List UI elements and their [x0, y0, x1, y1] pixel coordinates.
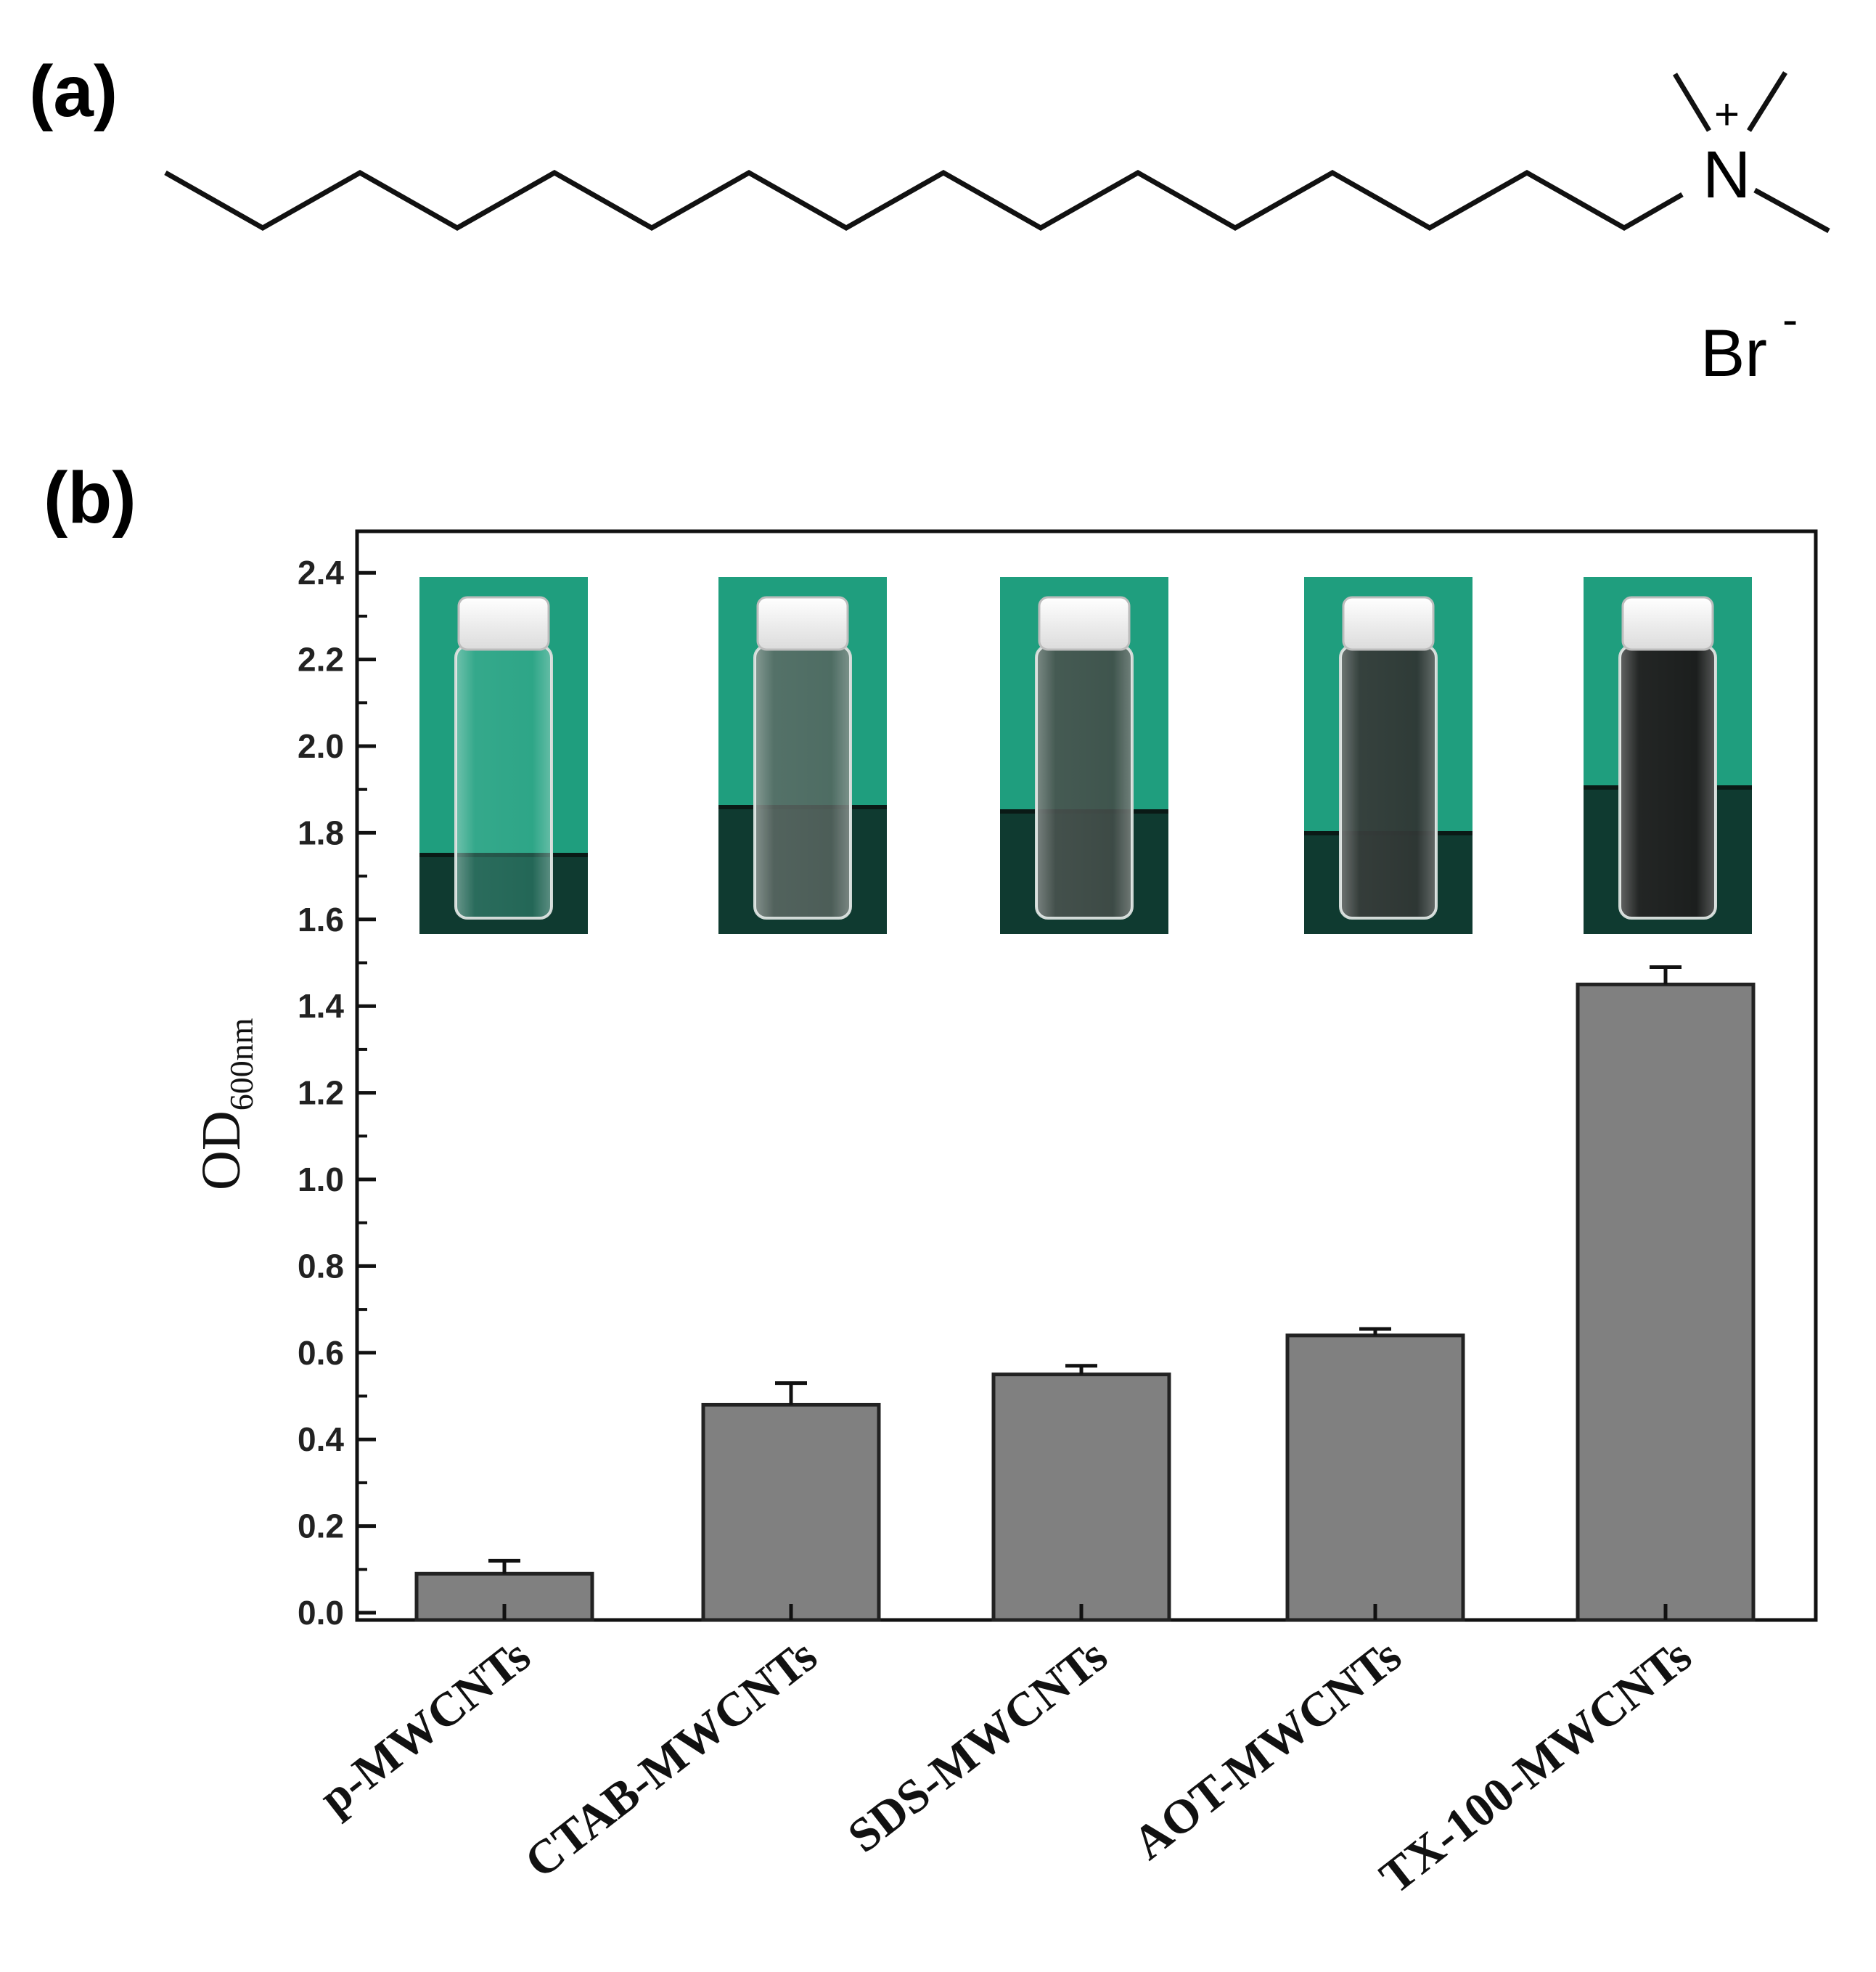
- y-axis-title-subscript: 600nm: [223, 1018, 260, 1110]
- y-tick-label: 0.4: [298, 1420, 344, 1458]
- vial-photo: [718, 577, 887, 934]
- bromide-charge: -: [1782, 293, 1798, 345]
- y-tick-label: 1.2: [298, 1074, 344, 1112]
- panel-b-label: (b): [44, 457, 136, 539]
- bars: [414, 965, 1756, 1622]
- y-tick-label: 2.2: [298, 641, 344, 679]
- y-tick-label: 1.4: [298, 987, 344, 1025]
- y-tick-label: 0.2: [298, 1507, 344, 1545]
- y-tick-label: 0.0: [298, 1594, 344, 1632]
- bar: [701, 1402, 881, 1622]
- ctab-structure: N + Br -: [164, 71, 1830, 390]
- alkyl-chain: [164, 169, 1684, 232]
- bar: [1285, 1333, 1465, 1622]
- y-axis-title: OD600nm: [191, 1018, 260, 1190]
- panel-a-label: (a): [29, 51, 118, 132]
- methyl-bond-1: [1673, 73, 1711, 132]
- vial-cap: [1342, 596, 1435, 651]
- y-tick-label: 2.4: [298, 554, 344, 592]
- bromide-symbol: Br: [1700, 316, 1767, 390]
- methyl-bond-2: [1747, 71, 1787, 132]
- methyl-bond-3: [1753, 187, 1830, 234]
- vial-cap: [756, 596, 849, 651]
- vial-glass: [1620, 646, 1716, 918]
- vial-photo: [1000, 577, 1168, 934]
- vial-photos: [419, 577, 1752, 934]
- bar: [1576, 982, 1756, 1622]
- x-tick-label: p-MWCNTs: [310, 1629, 541, 1825]
- x-tick-label: AOT-MWCNTs: [1123, 1629, 1412, 1870]
- vial-glass: [1340, 646, 1436, 918]
- nitrogen-atom: N: [1703, 138, 1750, 212]
- vial-photo: [1304, 577, 1472, 934]
- vial-cap: [457, 596, 550, 651]
- vial-photo: [419, 577, 588, 934]
- y-tick-label: 0.8: [298, 1247, 344, 1285]
- vial-photo: [1584, 577, 1752, 934]
- vial-glass: [456, 646, 552, 918]
- vial-cap: [1038, 596, 1131, 651]
- x-tick-label: CTAB-MWCNTs: [515, 1629, 827, 1889]
- y-tick-label: 1.6: [298, 901, 344, 938]
- vial-glass: [755, 646, 851, 918]
- bar: [991, 1372, 1171, 1622]
- positive-charge: +: [1714, 90, 1740, 139]
- y-tick-label: 1.0: [298, 1161, 344, 1198]
- vial-glass: [1036, 646, 1132, 918]
- x-tick-label: SDS-MWCNTs: [838, 1629, 1117, 1862]
- bar-chart: 0.00.20.40.60.81.01.21.41.61.82.02.22.4 …: [191, 529, 1818, 1904]
- y-tick-label: 1.8: [298, 814, 344, 851]
- x-tick-label: TX-100-MWCNTs: [1370, 1629, 1701, 1904]
- y-axis-title-main: OD: [191, 1110, 252, 1190]
- y-tick-label: 2.0: [298, 727, 344, 765]
- vial-cap: [1621, 596, 1714, 651]
- y-axis: 0.0 0.2 0.4 0.6 0.8 1.0 1.2 1.4 1.6 1.8 2.0 2.2 2.4: [298, 554, 376, 1632]
- y-tick-label: 0.6: [298, 1334, 344, 1372]
